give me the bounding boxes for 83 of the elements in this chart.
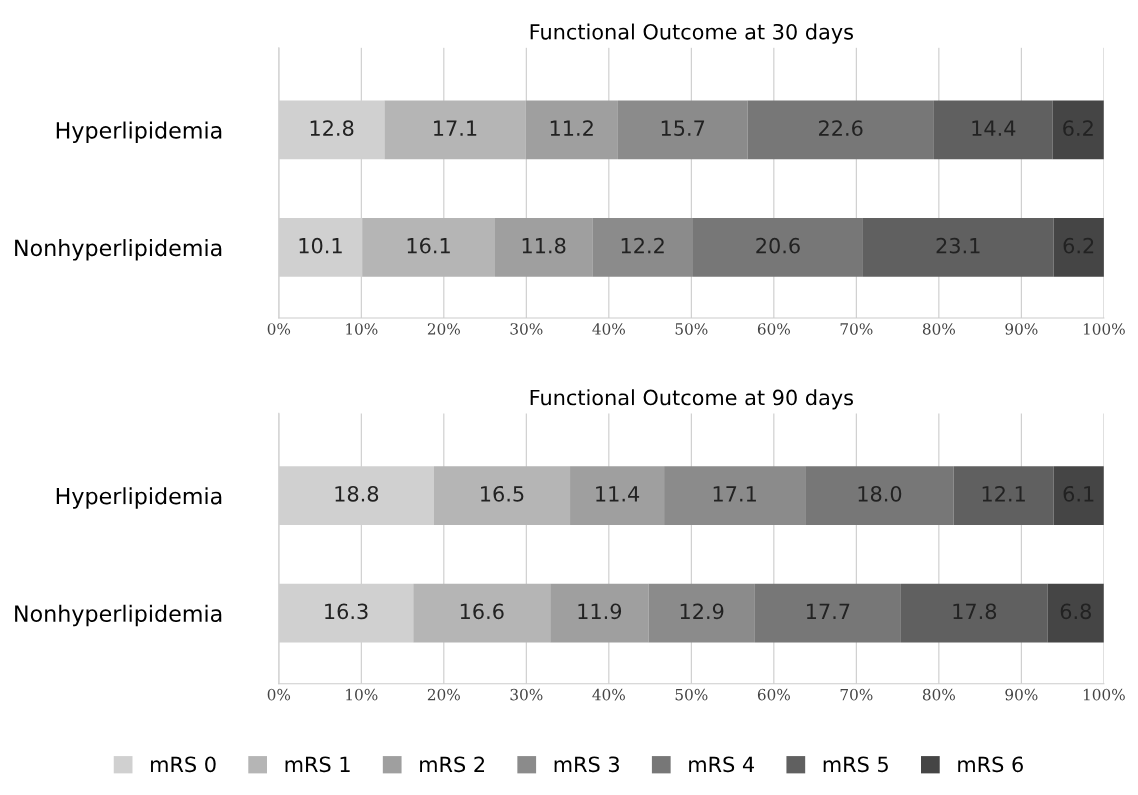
legend-label: mRS 6 bbox=[958, 756, 1023, 773]
data-label: 15.7 bbox=[661, 120, 705, 137]
x-tick-label: 80% bbox=[922, 688, 955, 701]
bar bbox=[1052, 100, 1104, 160]
x-tick-label: 50% bbox=[675, 323, 708, 335]
data-label: 17.7 bbox=[806, 603, 850, 619]
x-tick-label: 90% bbox=[1005, 323, 1038, 335]
legend-label: mRS 3 bbox=[554, 756, 619, 773]
x-tick-label: 20% bbox=[427, 323, 460, 335]
data-label: 23.1 bbox=[936, 237, 980, 254]
data-label: 11.2 bbox=[550, 120, 593, 136]
x-tick-label: 60% bbox=[757, 323, 790, 335]
data-label: 12.9 bbox=[680, 603, 724, 620]
data-label: 16.5 bbox=[481, 485, 524, 502]
legend-label: mRS 5 bbox=[823, 756, 888, 773]
bar bbox=[550, 583, 649, 643]
y-tick-label: Hyperlipidemia bbox=[56, 121, 222, 144]
data-label: 10.1 bbox=[299, 237, 342, 254]
bar bbox=[592, 218, 693, 277]
data-label: 16.6 bbox=[460, 603, 504, 620]
bar bbox=[1047, 583, 1104, 643]
data-label: 17.1 bbox=[713, 486, 756, 502]
bar bbox=[805, 466, 954, 526]
x-tick-label: 30% bbox=[510, 323, 543, 335]
data-label: 18.8 bbox=[335, 485, 379, 502]
bar bbox=[362, 218, 495, 277]
data-label: 16.3 bbox=[325, 603, 368, 620]
bar bbox=[648, 583, 755, 643]
data-label: 17.1 bbox=[434, 120, 477, 136]
bar bbox=[570, 466, 665, 526]
data-label: 11.8 bbox=[522, 237, 566, 254]
bar bbox=[1053, 218, 1104, 277]
data-label: 17.8 bbox=[953, 603, 997, 620]
data-label: 11.4 bbox=[596, 486, 640, 502]
data-label: 18.0 bbox=[858, 485, 902, 502]
x-tick-label: 40% bbox=[592, 688, 625, 701]
x-tick-label: 90% bbox=[1005, 688, 1038, 701]
data-label: 14.4 bbox=[972, 120, 1016, 136]
data-label: 12.1 bbox=[982, 485, 1025, 502]
x-tick-label: 20% bbox=[427, 688, 460, 701]
chart-title: Functional Outcome at 30 days bbox=[530, 23, 853, 44]
y-tick-label: Nonhyperlipidemia bbox=[15, 239, 222, 261]
bar bbox=[433, 466, 571, 526]
x-tick-label: 60% bbox=[757, 688, 790, 701]
x-tick-label: 70% bbox=[840, 688, 873, 701]
data-label: 22.6 bbox=[819, 120, 863, 137]
bar bbox=[525, 100, 618, 160]
y-tick-label: Hyperlipidemia bbox=[56, 487, 222, 509]
bar bbox=[862, 218, 1054, 277]
bar bbox=[494, 218, 593, 277]
data-label: 12.2 bbox=[621, 237, 664, 254]
bar bbox=[692, 218, 863, 277]
x-tick-label: 50% bbox=[675, 688, 708, 701]
data-label: 12.8 bbox=[310, 120, 354, 137]
legend-label: mRS 0 bbox=[151, 756, 216, 773]
x-tick-label: 100% bbox=[1083, 323, 1125, 335]
x-tick-label: 80% bbox=[922, 323, 955, 335]
x-tick-label: 40% bbox=[592, 323, 625, 335]
bar bbox=[747, 100, 934, 160]
x-tick-label: 10% bbox=[346, 688, 378, 701]
y-tick-label: Nonhyperlipidemia bbox=[15, 604, 222, 627]
bar bbox=[900, 583, 1048, 643]
bar bbox=[754, 583, 901, 643]
bar bbox=[617, 100, 748, 160]
bar bbox=[384, 100, 526, 160]
bar bbox=[413, 583, 551, 643]
bar bbox=[953, 466, 1054, 526]
bar bbox=[664, 466, 806, 526]
data-label: 11.9 bbox=[578, 603, 622, 620]
data-label: 16.1 bbox=[407, 237, 450, 254]
bar bbox=[1053, 466, 1104, 526]
legend-label: mRS 1 bbox=[285, 756, 350, 773]
x-tick-label: 100% bbox=[1083, 688, 1125, 701]
x-tick-label: 0% bbox=[267, 688, 291, 701]
chart-title: Functional Outcome at 90 days bbox=[530, 389, 853, 410]
legend-label: mRS 2 bbox=[420, 756, 485, 773]
x-tick-label: 70% bbox=[840, 323, 873, 335]
x-tick-label: 10% bbox=[346, 323, 378, 335]
data-label: 20.6 bbox=[756, 237, 800, 254]
x-tick-label: 30% bbox=[510, 688, 543, 701]
x-tick-label: 0% bbox=[267, 323, 291, 335]
legend-label: mRS 4 bbox=[689, 756, 755, 773]
bar bbox=[933, 100, 1053, 160]
